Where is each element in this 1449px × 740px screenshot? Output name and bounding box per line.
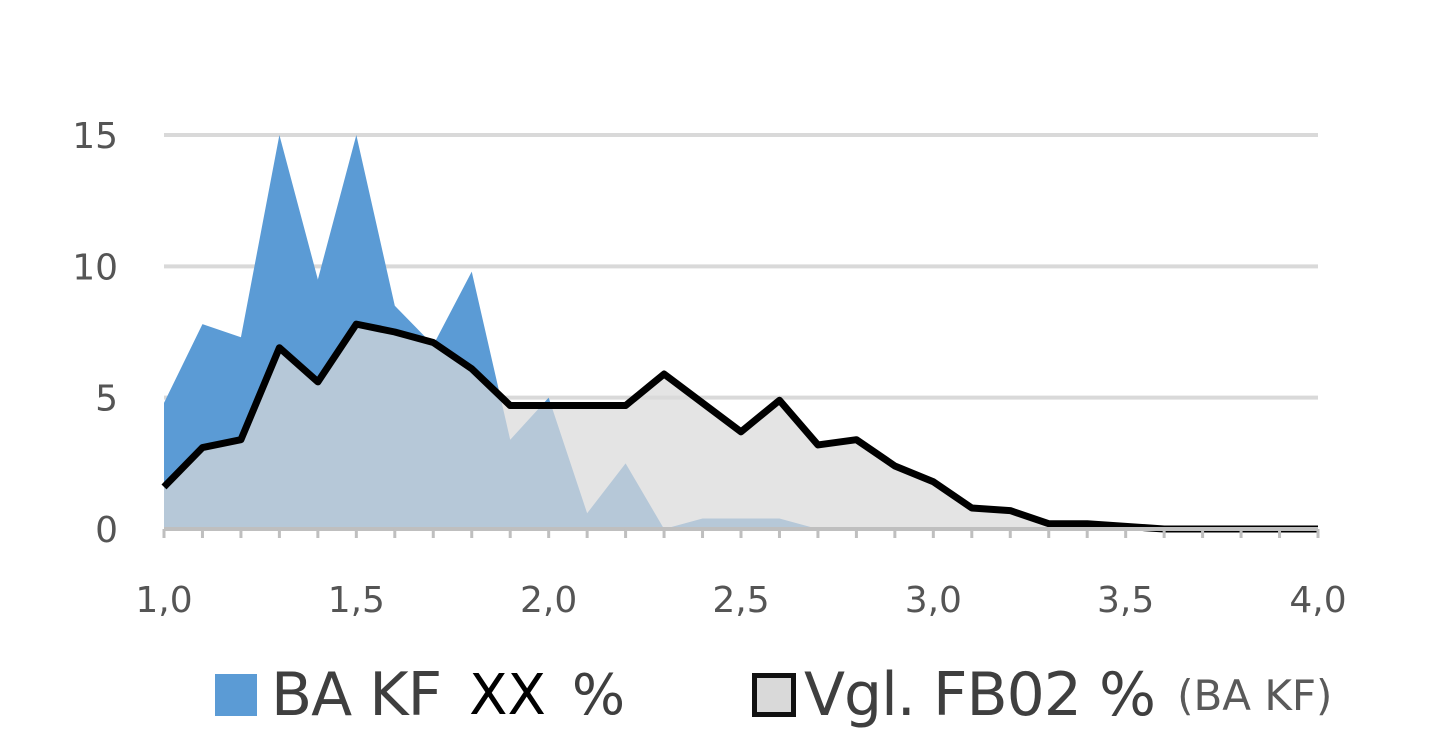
- legend-label-xx: XX: [469, 662, 546, 728]
- legend-label-ba-kf: BA KF: [271, 660, 442, 730]
- x-axis: [162, 527, 1320, 538]
- x-tick-label: 2,0: [520, 580, 577, 621]
- y-tick-label: 5: [95, 379, 118, 420]
- y-tick-labels: 0 5 10 15: [72, 116, 118, 551]
- line-vgl-fb02: [161, 320, 1318, 533]
- legend-swatch-blue: [215, 674, 257, 716]
- series-vgl-fb02: [161, 320, 1318, 533]
- x-tick-label: 2,5: [712, 580, 769, 621]
- y-tick-label: 0: [95, 510, 118, 551]
- legend-label-vgl-fb02: Vgl. FB02 %: [804, 660, 1156, 730]
- y-tick-label: 10: [72, 247, 118, 288]
- legend-item-ba-kf: BA KF XX %: [215, 660, 625, 730]
- x-tick-label: 1,0: [135, 580, 192, 621]
- x-tick-label: 3,0: [905, 580, 962, 621]
- x-tick-labels: 1,0 1,5 2,0 2,5 3,0 3,5 4,0: [135, 580, 1346, 621]
- x-tick-label: 3,5: [1097, 580, 1154, 621]
- x-tick-label: 4,0: [1289, 580, 1346, 621]
- x-tick-label: 1,5: [328, 580, 385, 621]
- legend-swatch-outlined: [752, 673, 796, 717]
- legend-item-vgl-fb02: Vgl. FB02 % (BA KF): [752, 660, 1332, 730]
- area-chart: 0 5 10 15 1,0 1,5 2,0 2,5 3,0 3,5 4,0: [72, 116, 1346, 621]
- legend: BA KF XX % Vgl. FB02 % (BA KF): [0, 660, 1449, 740]
- area-vgl-fb02: [164, 324, 1318, 529]
- legend-label-ba-kf-note: (BA KF): [1177, 670, 1333, 720]
- legend-label-percent: %: [571, 662, 626, 728]
- y-tick-label: 15: [72, 116, 118, 157]
